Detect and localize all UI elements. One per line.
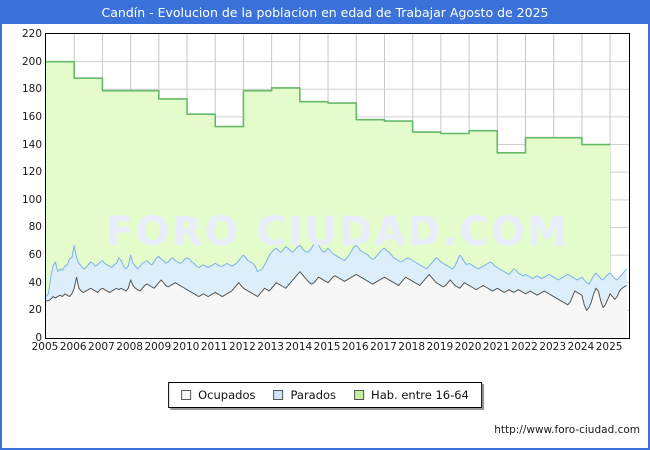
x-tick-label: 2006 <box>59 341 87 353</box>
x-axis: 2005 2006 2007 2008 2009 2010 2011 2012 2013 2014… <box>32 341 630 357</box>
page-title: Candín - Evolucion de la poblacion en ed… <box>101 5 549 20</box>
y-axis: 0 20 40 60 80 100 120 140 160 180 200 220 <box>2 29 42 344</box>
x-tick-label: 2008 <box>116 341 143 353</box>
x-tick-label: 2011 <box>200 341 228 353</box>
x-tick-label: 2025 <box>595 341 623 353</box>
chart-canvas <box>46 34 629 338</box>
footer-url: http://www.foro-ciudad.com <box>494 424 640 436</box>
x-tick-label: 2020 <box>454 341 482 353</box>
legend-item[interactable]: Ocupados <box>181 388 255 402</box>
series-line-hab-16-64 <box>46 60 611 154</box>
y-tick-label: 80 <box>28 221 42 234</box>
x-tick-label: 2012 <box>229 341 256 353</box>
legend-label: Hab. entre 16-64 <box>371 388 469 402</box>
x-tick-label: 2022 <box>511 341 538 353</box>
y-tick-label: 20 <box>28 304 42 317</box>
x-tick-label: 2014 <box>285 341 313 353</box>
legend-swatch-icon <box>354 390 365 400</box>
y-tick-label: 180 <box>21 83 42 96</box>
y-tick-label: 0 <box>35 332 42 344</box>
chart-area: 0 20 40 60 80 100 120 140 160 180 200 220 FORO CIUD… <box>2 24 648 448</box>
y-tick-label: 100 <box>21 193 42 206</box>
y-tick-label: 120 <box>21 166 42 179</box>
y-tick-label: 60 <box>28 249 42 262</box>
legend-label: Parados <box>290 388 337 402</box>
x-tick-label: 2019 <box>426 341 454 353</box>
x-tick-label: 2015 <box>313 341 341 353</box>
x-tick-label: 2007 <box>88 341 115 353</box>
chart-legend: Ocupados Parados Hab. entre 16-64 <box>168 382 482 408</box>
x-tick-label: 2021 <box>482 341 510 353</box>
series-line-ocupados <box>46 271 627 311</box>
legend-label: Ocupados <box>198 388 256 402</box>
x-tick-label: 2018 <box>398 341 426 353</box>
x-tick-label: 2013 <box>257 341 284 353</box>
series-line-parados <box>46 240 627 297</box>
x-tick-label: 2016 <box>341 341 369 353</box>
plot-frame <box>45 33 630 339</box>
y-tick-label: 40 <box>28 276 42 289</box>
y-tick-label: 140 <box>21 138 42 151</box>
x-tick-label: 2024 <box>567 341 595 353</box>
x-tick-label: 2009 <box>144 341 172 353</box>
window-title-bar: Candín - Evolucion de la poblacion en ed… <box>2 2 648 24</box>
x-tick-label: 2017 <box>370 341 397 353</box>
x-tick-label: 2005 <box>31 341 59 353</box>
legend-swatch-icon <box>181 390 192 400</box>
x-tick-label: 2023 <box>539 341 567 353</box>
y-tick-label: 200 <box>21 55 42 68</box>
legend-item[interactable]: Parados <box>273 388 336 402</box>
x-tick-label: 2010 <box>172 341 200 353</box>
legend-swatch-icon <box>273 390 284 400</box>
y-tick-label: 160 <box>21 110 42 123</box>
y-tick-label: 220 <box>21 28 42 40</box>
series-area-ocupados <box>46 271 627 338</box>
legend-item[interactable]: Hab. entre 16-64 <box>354 388 469 402</box>
